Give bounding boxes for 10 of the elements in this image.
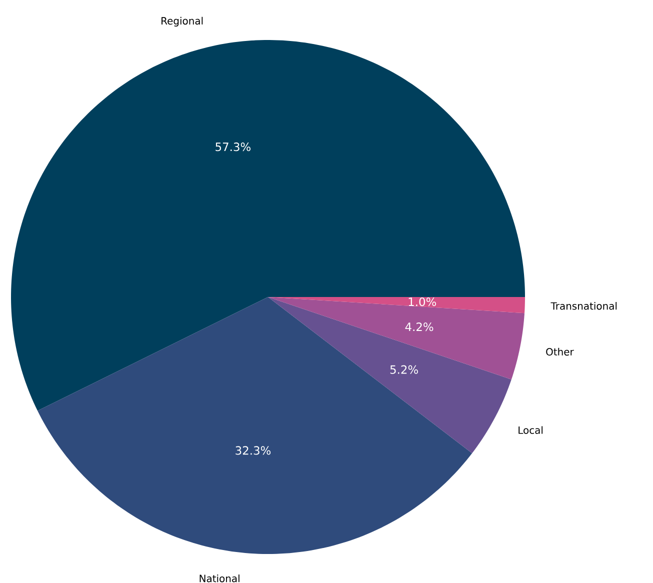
slice-label: Regional xyxy=(162,16,203,27)
slice-label: National xyxy=(200,574,240,582)
data-label: 57.3% xyxy=(216,142,251,152)
slice-label: Local xyxy=(518,426,543,434)
data-label: 4.2% xyxy=(405,322,434,332)
data-label: 32.3% xyxy=(236,446,271,455)
slice-label: Transnational xyxy=(550,302,617,310)
data-label: 5.2% xyxy=(390,365,418,374)
data-label: 1.0% xyxy=(408,298,436,306)
slice-label: Other xyxy=(546,348,574,356)
